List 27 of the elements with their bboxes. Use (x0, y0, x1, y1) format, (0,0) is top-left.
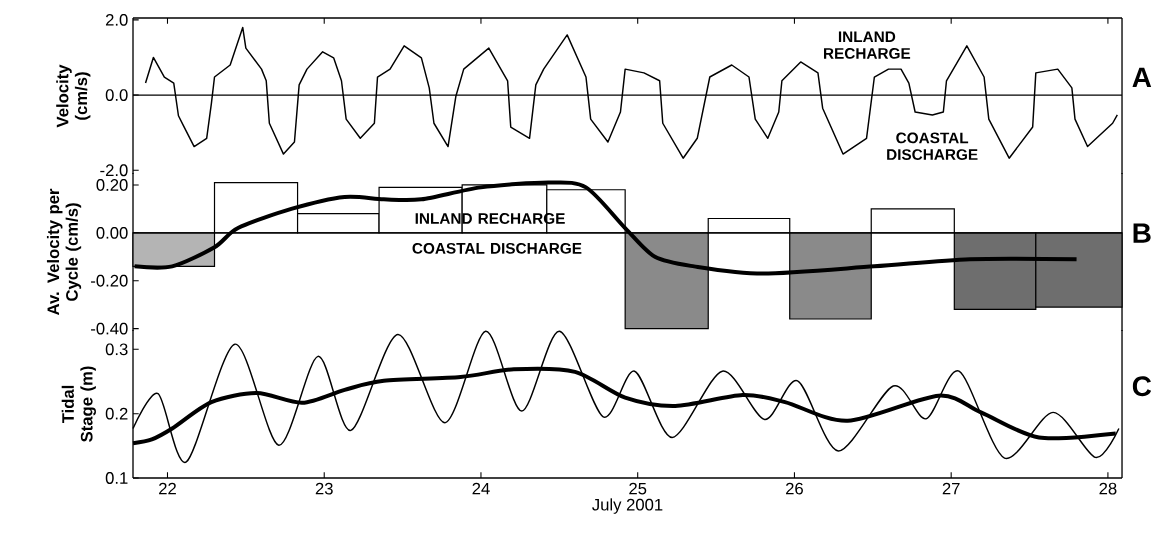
text: C (1132, 376, 1152, 397)
annotation: INLAND RECHARGE (824, 31, 911, 59)
y-tick-label: 2.0 (105, 13, 128, 26)
y-tick-label: 0.0 (105, 89, 128, 101)
y-tick-label: 0.1 (105, 472, 128, 484)
x-tick-label: 24 (472, 482, 490, 495)
text: B (1133, 223, 1151, 243)
y-tick-label: -0.20 (91, 274, 128, 287)
y-tick-label: 0.20 (96, 179, 128, 191)
x-axis-title: July 2001 (592, 498, 663, 514)
y-axis-title: Av. Velocity per Cycle (cm/s) (46, 188, 82, 316)
y-tick-label: -0.40 (91, 322, 128, 335)
y-tick-label: 0.2 (105, 407, 128, 420)
x-tick-label: 28 (1099, 482, 1117, 495)
annotation: COASTAL DISCHARGE (412, 242, 582, 254)
x-tick-label: 22 (159, 482, 176, 495)
x-tick-label: 25 (629, 482, 647, 495)
x-tick-label: 26 (786, 482, 803, 495)
x-tick-label: 27 (942, 482, 960, 495)
y-axis-title: Tidal Stage (m) (61, 366, 96, 442)
annotation: COASTAL DISCHARGE (887, 132, 978, 160)
y-axis-title: Velocity (cm/s) (56, 64, 91, 128)
y-tick-label: -2.0 (100, 164, 128, 177)
y-tick-label: 0.00 (96, 226, 128, 239)
y-tick-label: 0.3 (105, 343, 128, 356)
text: A (1132, 67, 1152, 87)
x-tick-label: 23 (315, 482, 333, 495)
